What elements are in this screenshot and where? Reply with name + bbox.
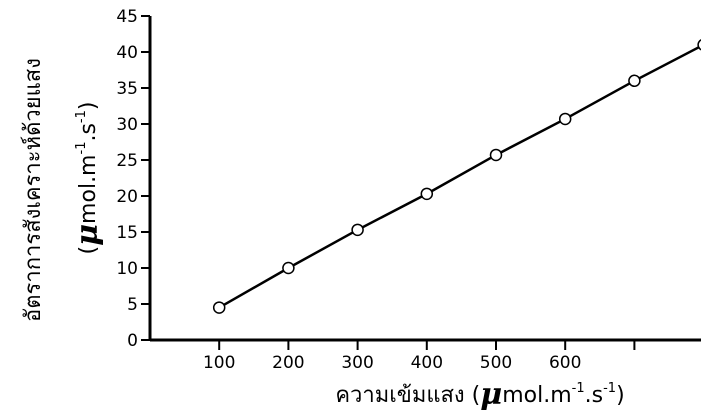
x-axis-title: ความเข้มแสง (μmol.m-1.s-1) — [335, 377, 624, 412]
y-tick-label: 35 — [116, 79, 138, 99]
y-tick-label: 15 — [116, 223, 138, 243]
x-tick-label: 200 — [272, 353, 304, 373]
y-tick-label: 30 — [116, 115, 138, 135]
series-line — [218, 44, 701, 309]
y-tick-label: 25 — [116, 151, 138, 171]
axes — [148, 16, 701, 342]
data-point — [489, 148, 503, 162]
y-tick-label: 20 — [116, 187, 138, 207]
x-tick-label: 600 — [549, 353, 581, 373]
x-tick-label: 500 — [480, 353, 512, 373]
y-axis-title-line2: (μmol.m-1.s-1) — [70, 102, 105, 255]
x-ticks: 100 200 300 400 500 600 — [203, 340, 636, 373]
y-axis-title-line1: อัตราการสังเคราะห์ด้วยแสง — [21, 58, 46, 322]
y-ticks: 0 5 10 15 20 25 30 35 40 45 — [116, 7, 150, 351]
data-point — [212, 301, 226, 314]
y-tick-label: 45 — [116, 7, 138, 27]
x-tick-label: 400 — [411, 353, 443, 373]
y-tick-label: 40 — [116, 43, 138, 63]
data-point — [697, 39, 701, 51]
data-point — [628, 74, 641, 88]
y-tick-label: 10 — [116, 259, 138, 279]
data-point — [558, 112, 572, 126]
y-tick-label: 0 — [127, 331, 138, 351]
series — [212, 39, 701, 314]
data-point — [420, 187, 434, 201]
x-tick-label: 300 — [341, 353, 373, 373]
data-point — [351, 223, 364, 237]
x-tick-label: 100 — [203, 353, 235, 373]
y-tick-label: 5 — [127, 295, 138, 315]
data-point — [282, 261, 295, 275]
